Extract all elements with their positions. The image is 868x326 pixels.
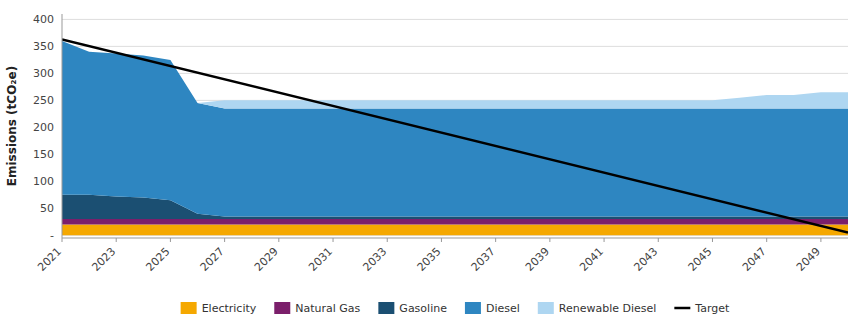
x-tick-label: 2031 xyxy=(306,245,335,274)
legend-item: Target xyxy=(674,302,730,315)
x-tick-label: 2039 xyxy=(523,245,552,274)
legend-label: Renewable Diesel xyxy=(559,302,657,315)
legend-item: Natural Gas xyxy=(274,302,360,315)
x-tick-label: 2033 xyxy=(360,245,389,274)
legend-swatch xyxy=(674,307,690,310)
grid-line xyxy=(62,73,848,74)
x-tick-label: 2021 xyxy=(35,245,64,274)
x-tick-label: 2047 xyxy=(740,245,769,274)
grid-line xyxy=(62,19,848,20)
y-tick-label: 200 xyxy=(33,121,54,134)
x-tick-label: 2023 xyxy=(89,245,118,274)
x-tick xyxy=(62,238,63,242)
x-tick xyxy=(820,238,821,242)
y-tick-label: 350 xyxy=(33,40,54,53)
legend-item: Electricity xyxy=(181,302,257,315)
x-tick xyxy=(387,238,388,242)
x-tick-label: 2029 xyxy=(252,245,281,274)
area xyxy=(62,41,848,108)
legend: Electricity Natural Gas Gasoline Diesel Rene… xyxy=(181,302,730,315)
x-tick-label: 2049 xyxy=(794,245,823,274)
y-axis-label: Emissions (tCO₂e) xyxy=(5,66,19,186)
x-tick xyxy=(116,238,117,242)
y-tick-label: 400 xyxy=(33,13,54,26)
y-tick-label: 300 xyxy=(33,67,54,80)
x-tick xyxy=(441,238,442,242)
legend-swatch xyxy=(465,302,481,314)
grid xyxy=(62,19,848,235)
legend-swatch xyxy=(378,302,394,314)
legend-label: Electricity xyxy=(202,302,257,315)
y-tick-label: 50 xyxy=(40,202,54,215)
area xyxy=(62,225,848,236)
y-tick-label: 250 xyxy=(33,94,54,107)
x-tick-label: 2041 xyxy=(577,245,606,274)
x-tick-label: 2035 xyxy=(415,245,444,274)
legend-label: Gasoline xyxy=(399,302,447,315)
legend-label: Natural Gas xyxy=(295,302,360,315)
x-tick xyxy=(658,238,659,242)
x-tick xyxy=(766,238,767,242)
legend-swatch xyxy=(274,302,290,314)
legend-swatch xyxy=(538,302,554,314)
legend-item: Diesel xyxy=(465,302,520,315)
x-tick-label: 2043 xyxy=(631,245,660,274)
x-tick xyxy=(604,238,605,242)
x-tick xyxy=(170,238,171,242)
y-tick-label: 100 xyxy=(33,175,54,188)
area xyxy=(62,219,848,224)
legend-label: Diesel xyxy=(486,302,520,315)
x-tick-label: 2027 xyxy=(198,245,227,274)
x-tick xyxy=(712,238,713,242)
x-axis xyxy=(62,238,848,239)
x-tick xyxy=(333,238,334,242)
legend-item: Renewable Diesel xyxy=(538,302,657,315)
x-tick-label: 2045 xyxy=(686,245,715,274)
target-line xyxy=(62,39,848,232)
grid-line xyxy=(62,46,848,47)
y-axis xyxy=(62,14,63,238)
x-tick xyxy=(495,238,496,242)
x-tick-label: 2025 xyxy=(144,245,173,274)
plot-area xyxy=(62,39,848,235)
chart: - 50 100 150 200 250 300 350 400 2021 2023 2025 2027… xyxy=(0,0,868,326)
x-tick xyxy=(224,238,225,242)
legend-label: Target xyxy=(694,302,730,315)
legend-item: Gasoline xyxy=(378,302,447,315)
x-tick-label: 2037 xyxy=(469,245,498,274)
legend-swatch xyxy=(181,302,197,314)
y-tick-label: - xyxy=(50,229,54,242)
y-tick-label: 150 xyxy=(33,148,54,161)
x-tick xyxy=(278,238,279,242)
x-tick xyxy=(549,238,550,242)
